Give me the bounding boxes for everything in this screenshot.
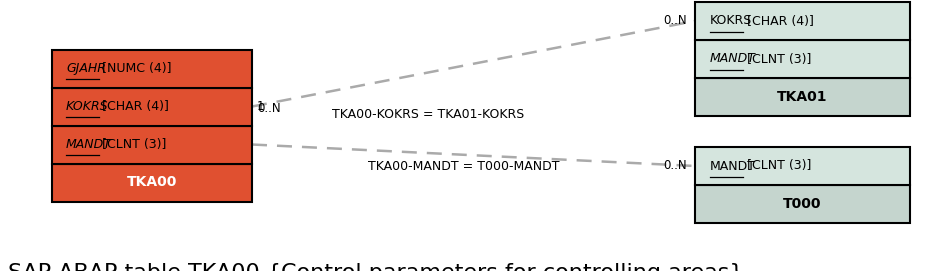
Text: 0..N: 0..N xyxy=(663,159,687,172)
Bar xyxy=(52,163,252,202)
Text: [CLNT (3)]: [CLNT (3)] xyxy=(742,160,811,173)
Text: MANDT: MANDT xyxy=(66,138,112,151)
Bar xyxy=(695,185,910,223)
Text: MANDT: MANDT xyxy=(710,53,756,66)
Text: TKA01: TKA01 xyxy=(777,90,828,104)
Text: SAP ABAP table TKA00 {Control parameters for controlling areas}: SAP ABAP table TKA00 {Control parameters… xyxy=(8,263,743,271)
Text: [NUMC (4)]: [NUMC (4)] xyxy=(98,62,172,75)
Text: [CLNT (3)]: [CLNT (3)] xyxy=(742,53,811,66)
Bar xyxy=(52,88,252,125)
Text: KOKRS: KOKRS xyxy=(710,15,753,27)
Text: MANDT: MANDT xyxy=(710,160,756,173)
Text: 0..N: 0..N xyxy=(257,102,281,115)
Text: 1: 1 xyxy=(257,101,264,114)
Text: TKA00-MANDT = T000-MANDT: TKA00-MANDT = T000-MANDT xyxy=(368,160,559,173)
Text: KOKRS: KOKRS xyxy=(66,100,108,113)
Bar xyxy=(52,50,252,88)
Text: [CHAR (4)]: [CHAR (4)] xyxy=(742,15,814,27)
Text: TKA00-KOKRS = TKA01-KOKRS: TKA00-KOKRS = TKA01-KOKRS xyxy=(332,108,524,121)
Text: 0..N: 0..N xyxy=(663,14,687,27)
Bar xyxy=(695,147,910,185)
Bar xyxy=(695,40,910,78)
Bar xyxy=(695,78,910,116)
Text: T000: T000 xyxy=(784,197,821,211)
Bar xyxy=(695,2,910,40)
Text: GJAHR: GJAHR xyxy=(66,62,106,75)
Bar xyxy=(52,125,252,163)
Text: TKA00: TKA00 xyxy=(126,176,177,189)
Text: [CLNT (3)]: [CLNT (3)] xyxy=(98,138,167,151)
Text: [CHAR (4)]: [CHAR (4)] xyxy=(98,100,170,113)
